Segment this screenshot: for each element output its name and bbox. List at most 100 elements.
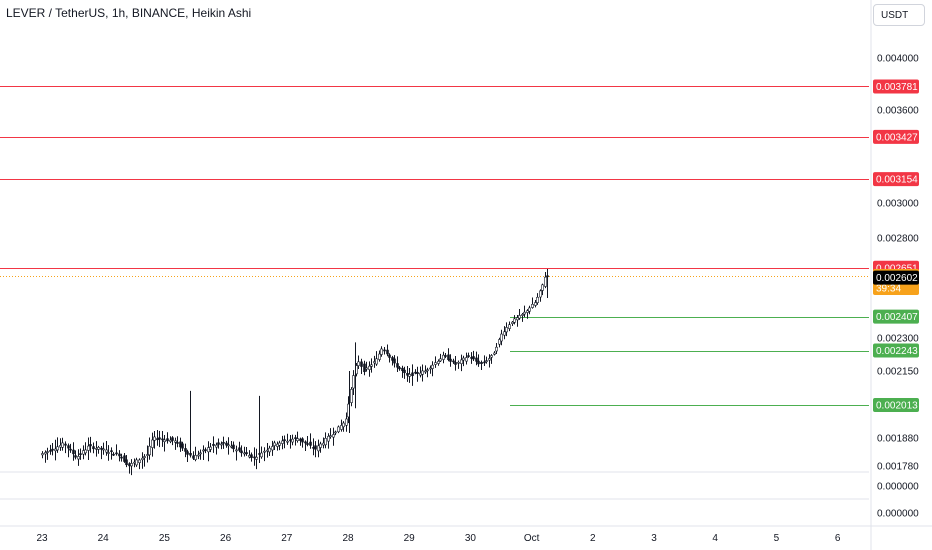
candle-body — [516, 317, 519, 321]
candle-body — [46, 451, 49, 453]
candle-body — [462, 357, 465, 361]
candle-body — [212, 443, 215, 446]
candle-body — [186, 451, 189, 455]
candle-body — [283, 439, 286, 441]
candle-body — [146, 454, 149, 456]
candle-body — [158, 437, 161, 440]
candle-body — [340, 425, 343, 430]
candle-body — [447, 354, 450, 360]
candle-body — [115, 452, 118, 455]
support-badge-box — [873, 309, 919, 324]
candle-body — [79, 453, 82, 455]
candle-body — [528, 307, 531, 312]
resistance-badge-label: 0.003781 — [876, 82, 918, 93]
candle-body — [56, 446, 59, 451]
last-close-badge-box — [873, 270, 919, 285]
candle-body — [41, 453, 44, 456]
candle-body — [421, 370, 424, 375]
candle-body — [378, 353, 381, 360]
candle-body — [82, 450, 85, 455]
support-badge-label: 0.002407 — [876, 312, 918, 323]
resistance-badge-label: 0.003154 — [876, 175, 918, 186]
time-axis[interactable]: 23 24 25 26 27 28 29 30 Oct 2 3 4 5 6 — [36, 533, 840, 544]
candle-body — [460, 359, 463, 364]
price-axis[interactable]: 0.004000 0.003600 0.003000 0.002800 0.002300… — [877, 54, 919, 520]
candle-body — [245, 452, 248, 455]
candle-body — [408, 373, 411, 377]
candle-body — [44, 452, 47, 455]
support-badge: 0.002407 — [873, 309, 919, 324]
candle-body — [442, 354, 445, 360]
candle-body — [217, 442, 220, 445]
candle-body — [202, 449, 205, 452]
candle-body — [143, 456, 146, 459]
candle-body — [523, 311, 526, 315]
candle-body — [534, 302, 537, 306]
candle-body — [498, 339, 501, 345]
candle-body — [107, 452, 110, 454]
candle-body — [360, 361, 363, 367]
resistance-badge-box — [873, 129, 919, 144]
support-badge-label: 0.002243 — [876, 346, 918, 357]
candle-body — [350, 389, 353, 403]
candle-body — [112, 453, 115, 456]
support-badge: 0.002013 — [873, 397, 919, 412]
candle-body — [92, 446, 95, 450]
candle-body — [240, 450, 243, 454]
x-tick-label: 30 — [465, 533, 477, 544]
candle-body — [77, 456, 80, 460]
candle-body — [383, 349, 386, 352]
candle-body — [334, 431, 337, 434]
resistance-badge-label: 0.002651 — [876, 263, 918, 274]
candle-body — [465, 357, 468, 362]
candle-body — [332, 434, 335, 438]
currency-selector[interactable]: USDT — [873, 4, 925, 26]
candle-body — [480, 361, 483, 365]
last-close-badge-label: 0.002602 — [876, 273, 918, 284]
candle-body — [130, 463, 133, 467]
candle-body — [426, 369, 429, 372]
candle-body — [100, 447, 103, 450]
candle-body — [69, 448, 72, 451]
candle-body — [434, 362, 437, 365]
candle-body — [490, 355, 493, 358]
candle-body — [51, 448, 54, 451]
candle-body — [398, 367, 401, 370]
y-tick-label: 0.004000 — [877, 54, 919, 65]
candle-body — [294, 437, 297, 439]
candle-body — [102, 448, 105, 451]
candle-body — [393, 358, 396, 364]
candle-body — [278, 442, 281, 446]
candle-body — [238, 447, 241, 451]
y-tick-label: 0.002800 — [877, 234, 919, 245]
candle-body — [181, 443, 184, 449]
candle-body — [141, 457, 144, 461]
candle-body — [163, 439, 166, 443]
candle-body — [296, 438, 299, 442]
candle-body — [263, 450, 266, 453]
candle-body — [457, 361, 460, 364]
candle-body — [72, 449, 75, 455]
candle-body — [452, 360, 455, 363]
candle-body — [61, 442, 64, 448]
candle-body — [493, 352, 496, 355]
candle-body — [161, 438, 164, 441]
candle-body — [536, 296, 539, 304]
candle-body — [342, 422, 345, 428]
candle-body — [539, 290, 542, 298]
candle-body — [64, 443, 67, 446]
sub-pane-label: 0.000000 — [877, 482, 919, 493]
resistance-badge-box — [873, 172, 919, 187]
resistance-badge: 0.003427 — [873, 129, 919, 144]
candle-body — [526, 310, 529, 313]
candle-body — [329, 435, 332, 438]
candle-body — [125, 459, 128, 466]
candle-body — [179, 441, 182, 448]
candle-body — [120, 456, 123, 459]
candle-body — [475, 357, 478, 362]
candle-body — [128, 463, 131, 467]
resistance-badge-box — [873, 79, 919, 94]
candle-body — [176, 442, 179, 444]
candle-body — [521, 314, 524, 316]
